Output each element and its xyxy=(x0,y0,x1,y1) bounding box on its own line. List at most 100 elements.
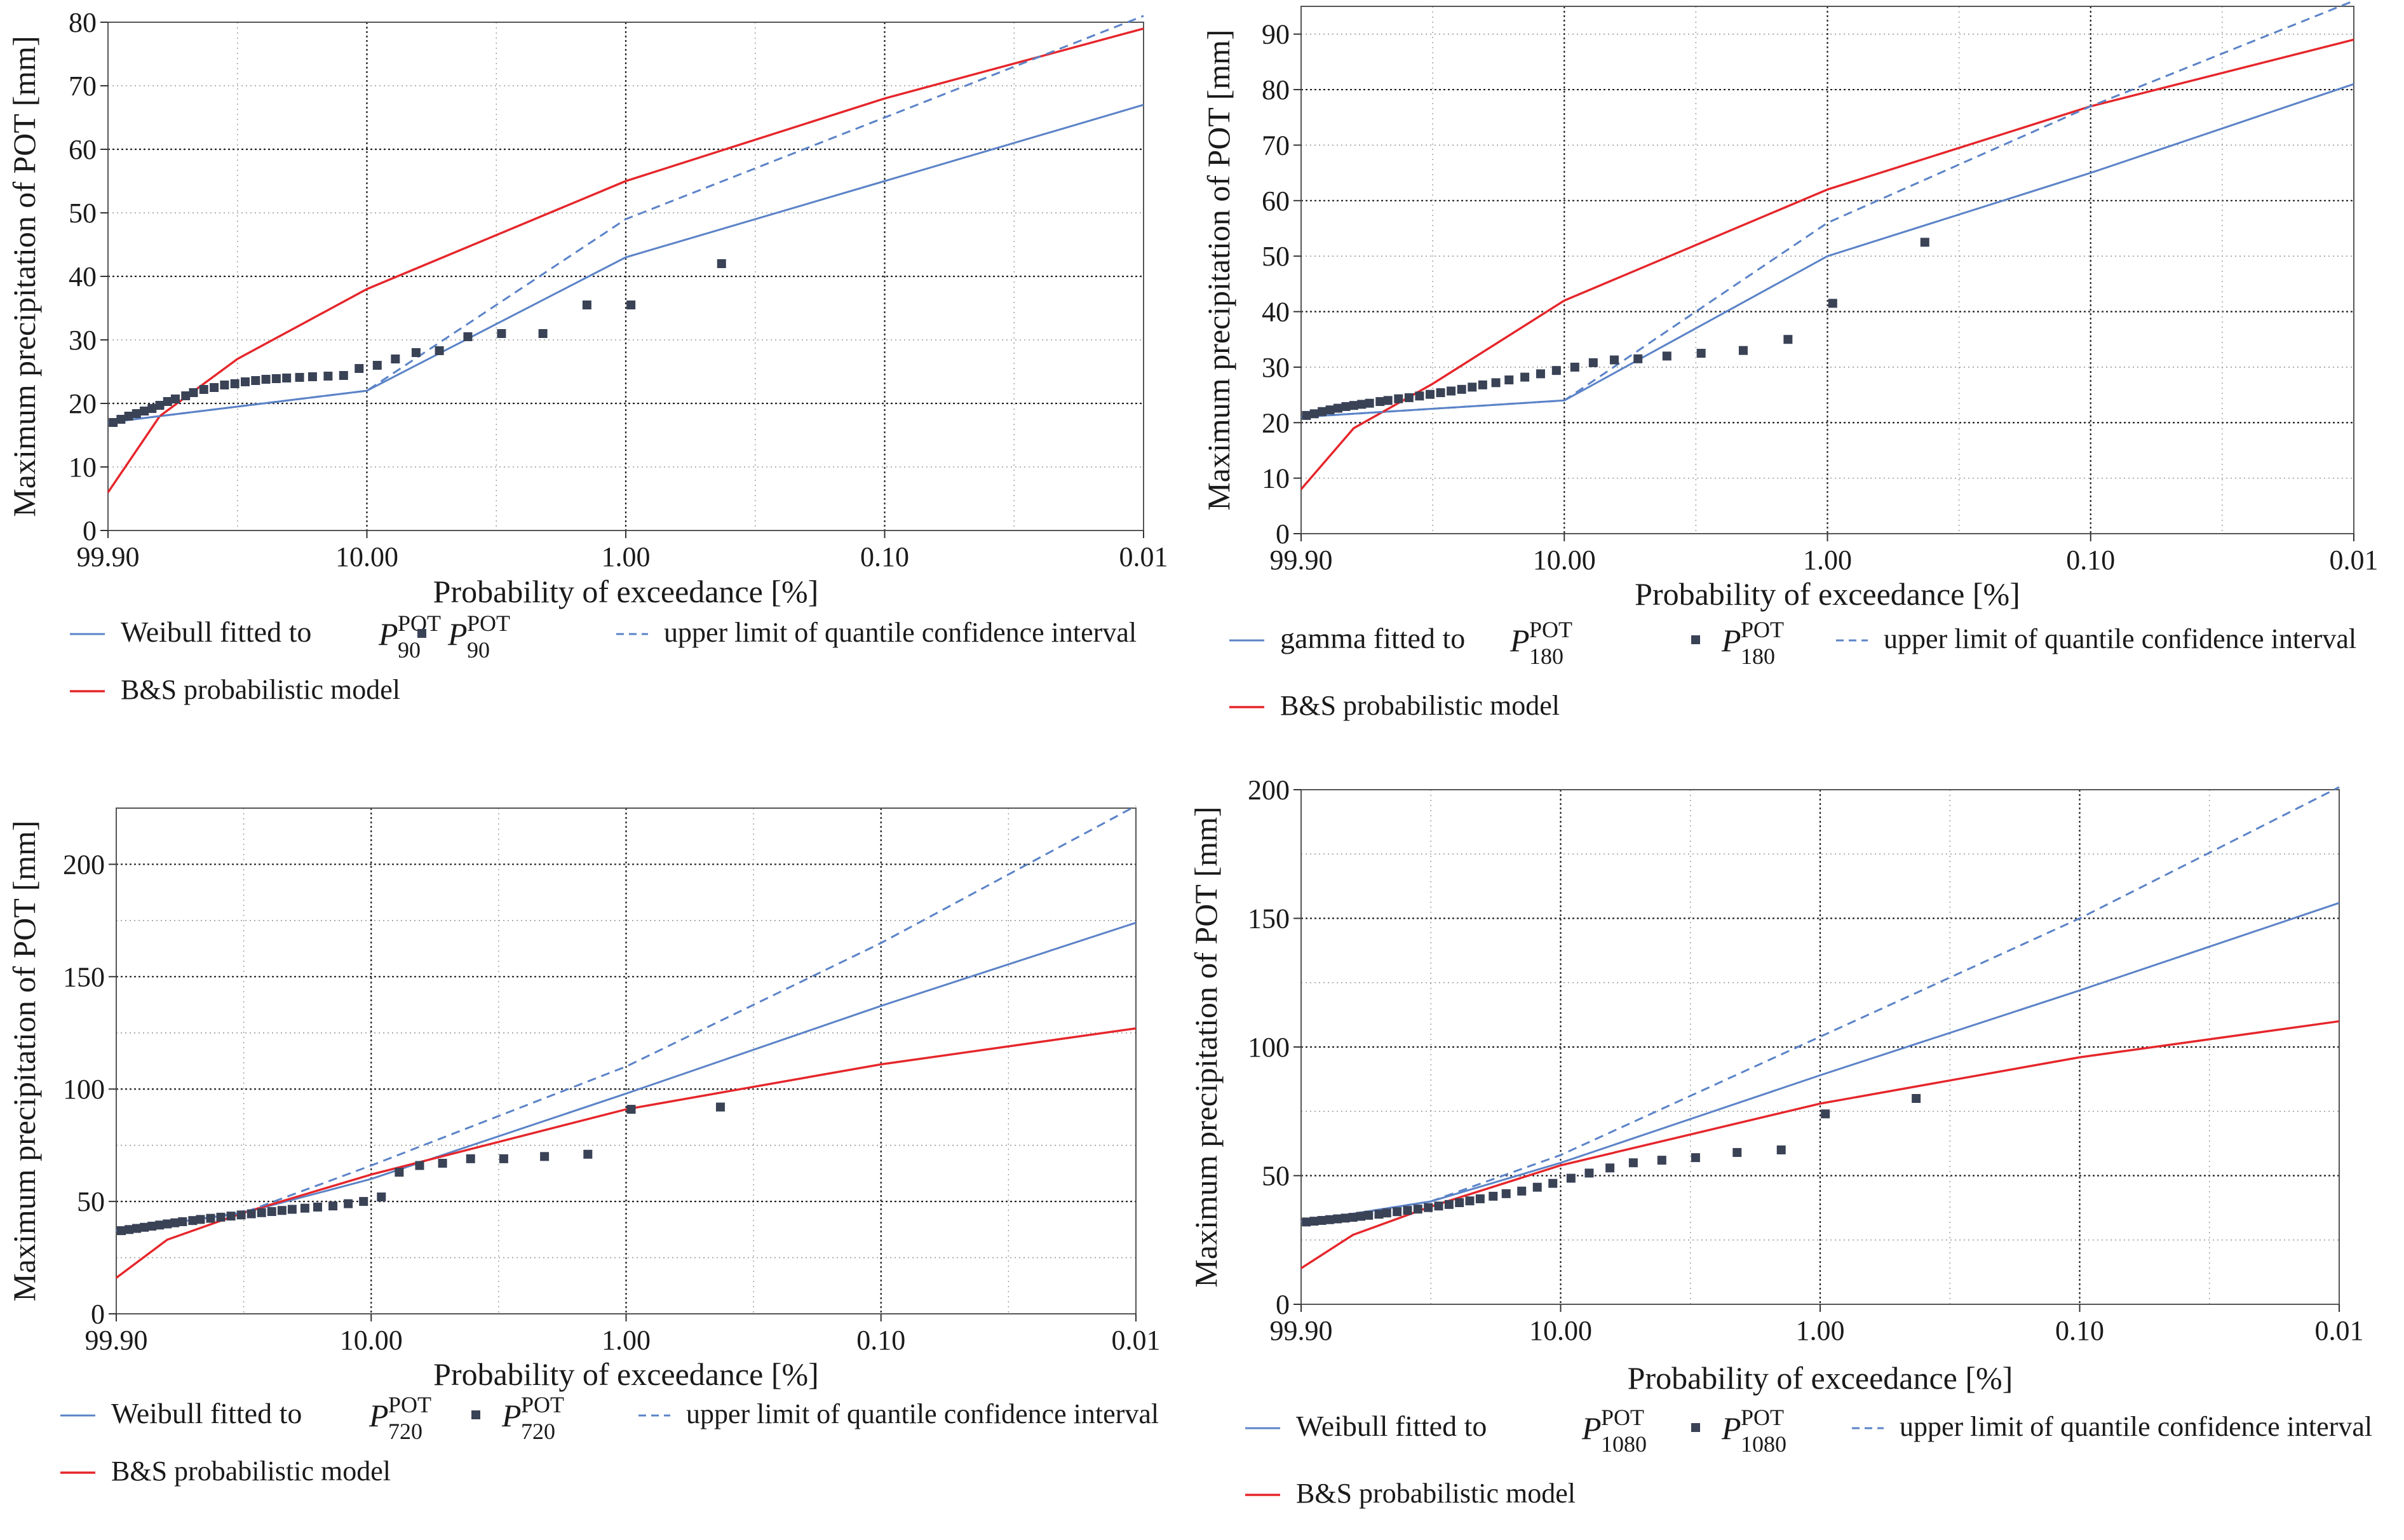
data-point xyxy=(206,1213,215,1223)
legend-upper-label: upper limit of quantile confidence inter… xyxy=(664,617,1137,648)
legend-fit-symbol-sup: POT xyxy=(1601,1405,1644,1430)
data-point xyxy=(1394,394,1403,403)
data-point xyxy=(1566,1173,1576,1183)
data-point xyxy=(1478,380,1487,389)
y-axis-label: Maximum precipitation of POT [mm] xyxy=(1188,806,1224,1287)
data-point xyxy=(1468,382,1477,392)
legend-points-symbol-p: P xyxy=(1721,1410,1741,1446)
data-point xyxy=(466,1154,475,1163)
data-point xyxy=(140,1222,149,1232)
data-point xyxy=(1403,1206,1412,1215)
chart-p90: 0 10 20 30 40 50 60 70 80 99.90 10.00 1.00 0.10 0.01 P… xyxy=(6,7,1168,705)
legend-model-label: B&S probabilistic model xyxy=(111,1456,391,1487)
legend-fit-symbol-p: P xyxy=(1581,1410,1602,1446)
x-tick-label: 0.01 xyxy=(1112,1325,1161,1356)
x-tick-label: 0.10 xyxy=(2055,1315,2104,1346)
y-tick-label: 0 xyxy=(91,1299,105,1330)
data-point xyxy=(1520,372,1530,382)
x-tick-label: 10.00 xyxy=(1533,544,1596,576)
y-axis-label: Maximum precipitation of POT [mm] xyxy=(6,36,42,517)
legend-points-symbol-sup: POT xyxy=(1741,1405,1784,1430)
data-point xyxy=(497,329,506,338)
data-point xyxy=(188,1216,198,1226)
y-tick-label: 50 xyxy=(1262,241,1290,272)
data-point xyxy=(626,301,636,309)
data-point xyxy=(323,372,333,381)
legend-fit-symbol-sup: POT xyxy=(1529,617,1572,642)
data-point xyxy=(1551,366,1561,375)
x-tick-label: 1.00 xyxy=(602,1325,651,1356)
data-point xyxy=(1447,386,1456,396)
data-point xyxy=(196,1215,205,1224)
data-point xyxy=(1365,398,1374,408)
data-point xyxy=(1738,346,1748,355)
data-point xyxy=(1302,1217,1311,1227)
data-point xyxy=(251,376,260,385)
model-line xyxy=(1300,1020,2340,1269)
data-point xyxy=(109,418,118,427)
x-tick-label: 1.00 xyxy=(1796,1315,1845,1346)
data-point xyxy=(339,371,348,380)
legend-model-label: B&S probabilistic model xyxy=(1280,690,1560,721)
y-tick-label: 20 xyxy=(69,388,97,419)
data-point xyxy=(1628,1158,1638,1168)
data-point xyxy=(1501,1189,1511,1198)
legend-points-symbol-sub: 180 xyxy=(1741,644,1775,669)
data-point xyxy=(415,1161,424,1170)
data-point xyxy=(499,1154,508,1163)
legend-fit-symbol-p: P xyxy=(378,616,398,652)
model-line xyxy=(115,1027,1137,1279)
y-tick-label: 20 xyxy=(1262,407,1290,438)
data-point xyxy=(717,259,726,268)
legend-points-symbol-p: P xyxy=(447,616,468,652)
data-point xyxy=(181,391,191,400)
data-point xyxy=(1776,1145,1786,1154)
data-point xyxy=(1584,1168,1594,1178)
y-tick-label: 70 xyxy=(69,71,97,102)
y-tick-label: 200 xyxy=(63,849,105,880)
data-point xyxy=(1532,1182,1542,1192)
data-point xyxy=(359,1197,368,1206)
data-point xyxy=(463,332,473,341)
y-tick-label: 70 xyxy=(1262,130,1290,161)
data-point xyxy=(715,1102,725,1112)
legend-fit-symbol-sub: 1080 xyxy=(1601,1431,1647,1457)
data-point xyxy=(199,385,208,394)
x-tick-label: 10.00 xyxy=(340,1325,403,1356)
data-point xyxy=(583,1149,593,1159)
data-point xyxy=(540,1152,550,1161)
legend-model-label: B&S probabilistic model xyxy=(1296,1478,1576,1509)
data-point xyxy=(1444,1199,1454,1209)
x-tick-label: 1.00 xyxy=(1803,544,1852,576)
chart-p180: 0 10 20 30 40 50 60 70 80 90 99.90 10.00 1.00 0.10 0.0… xyxy=(1201,0,2379,721)
data-point xyxy=(1455,1198,1464,1208)
data-point xyxy=(1691,1153,1700,1163)
legend-upper-label: upper limit of quantile confidence inter… xyxy=(1884,623,2356,654)
x-tick-label: 0.10 xyxy=(856,1325,905,1356)
data-point xyxy=(140,407,149,415)
x-tick-label: 99.90 xyxy=(1270,1315,1333,1346)
x-tick-label: 0.10 xyxy=(860,541,909,572)
data-point xyxy=(295,373,304,382)
data-point xyxy=(226,1212,236,1221)
legend-fit-symbol-p: P xyxy=(368,1398,389,1433)
data-point xyxy=(1489,1191,1498,1201)
data-point xyxy=(1349,401,1358,410)
data-point xyxy=(1424,1203,1433,1212)
data-point xyxy=(1475,1194,1485,1203)
x-tick-label: 1.00 xyxy=(602,541,651,572)
chart-p720: 0 50 100 150 200 99.90 10.00 1.00 0.10 0.01 Probab… xyxy=(6,805,1161,1487)
fitted-line xyxy=(107,104,1144,424)
legend-fit-symbol-sub: 180 xyxy=(1529,644,1563,669)
data-point xyxy=(1383,396,1393,405)
data-point xyxy=(435,346,444,355)
legend-fit-label: Weibull fitted to xyxy=(121,616,311,648)
y-tick-label: 100 xyxy=(63,1074,105,1105)
data-point xyxy=(355,364,364,373)
x-tick-label: 99.90 xyxy=(1270,544,1333,576)
data-point xyxy=(307,372,317,381)
